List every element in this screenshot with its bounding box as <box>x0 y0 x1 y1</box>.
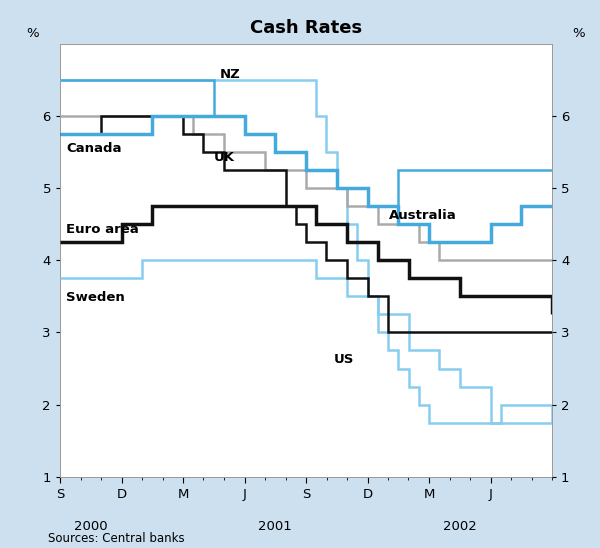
Text: %: % <box>26 26 39 39</box>
Text: 2001: 2001 <box>259 520 292 533</box>
Text: US: US <box>334 353 354 367</box>
Text: Canada: Canada <box>66 142 122 155</box>
Text: NZ: NZ <box>220 67 241 81</box>
Text: 2002: 2002 <box>443 520 476 533</box>
Text: UK: UK <box>214 151 235 164</box>
Text: Sweden: Sweden <box>66 292 125 304</box>
Title: Cash Rates: Cash Rates <box>250 19 362 37</box>
Text: %: % <box>573 26 586 39</box>
Text: Euro area: Euro area <box>66 224 139 237</box>
Text: 2000: 2000 <box>74 520 107 533</box>
Text: Australia: Australia <box>389 209 457 222</box>
Text: Sources: Central banks: Sources: Central banks <box>48 532 185 545</box>
